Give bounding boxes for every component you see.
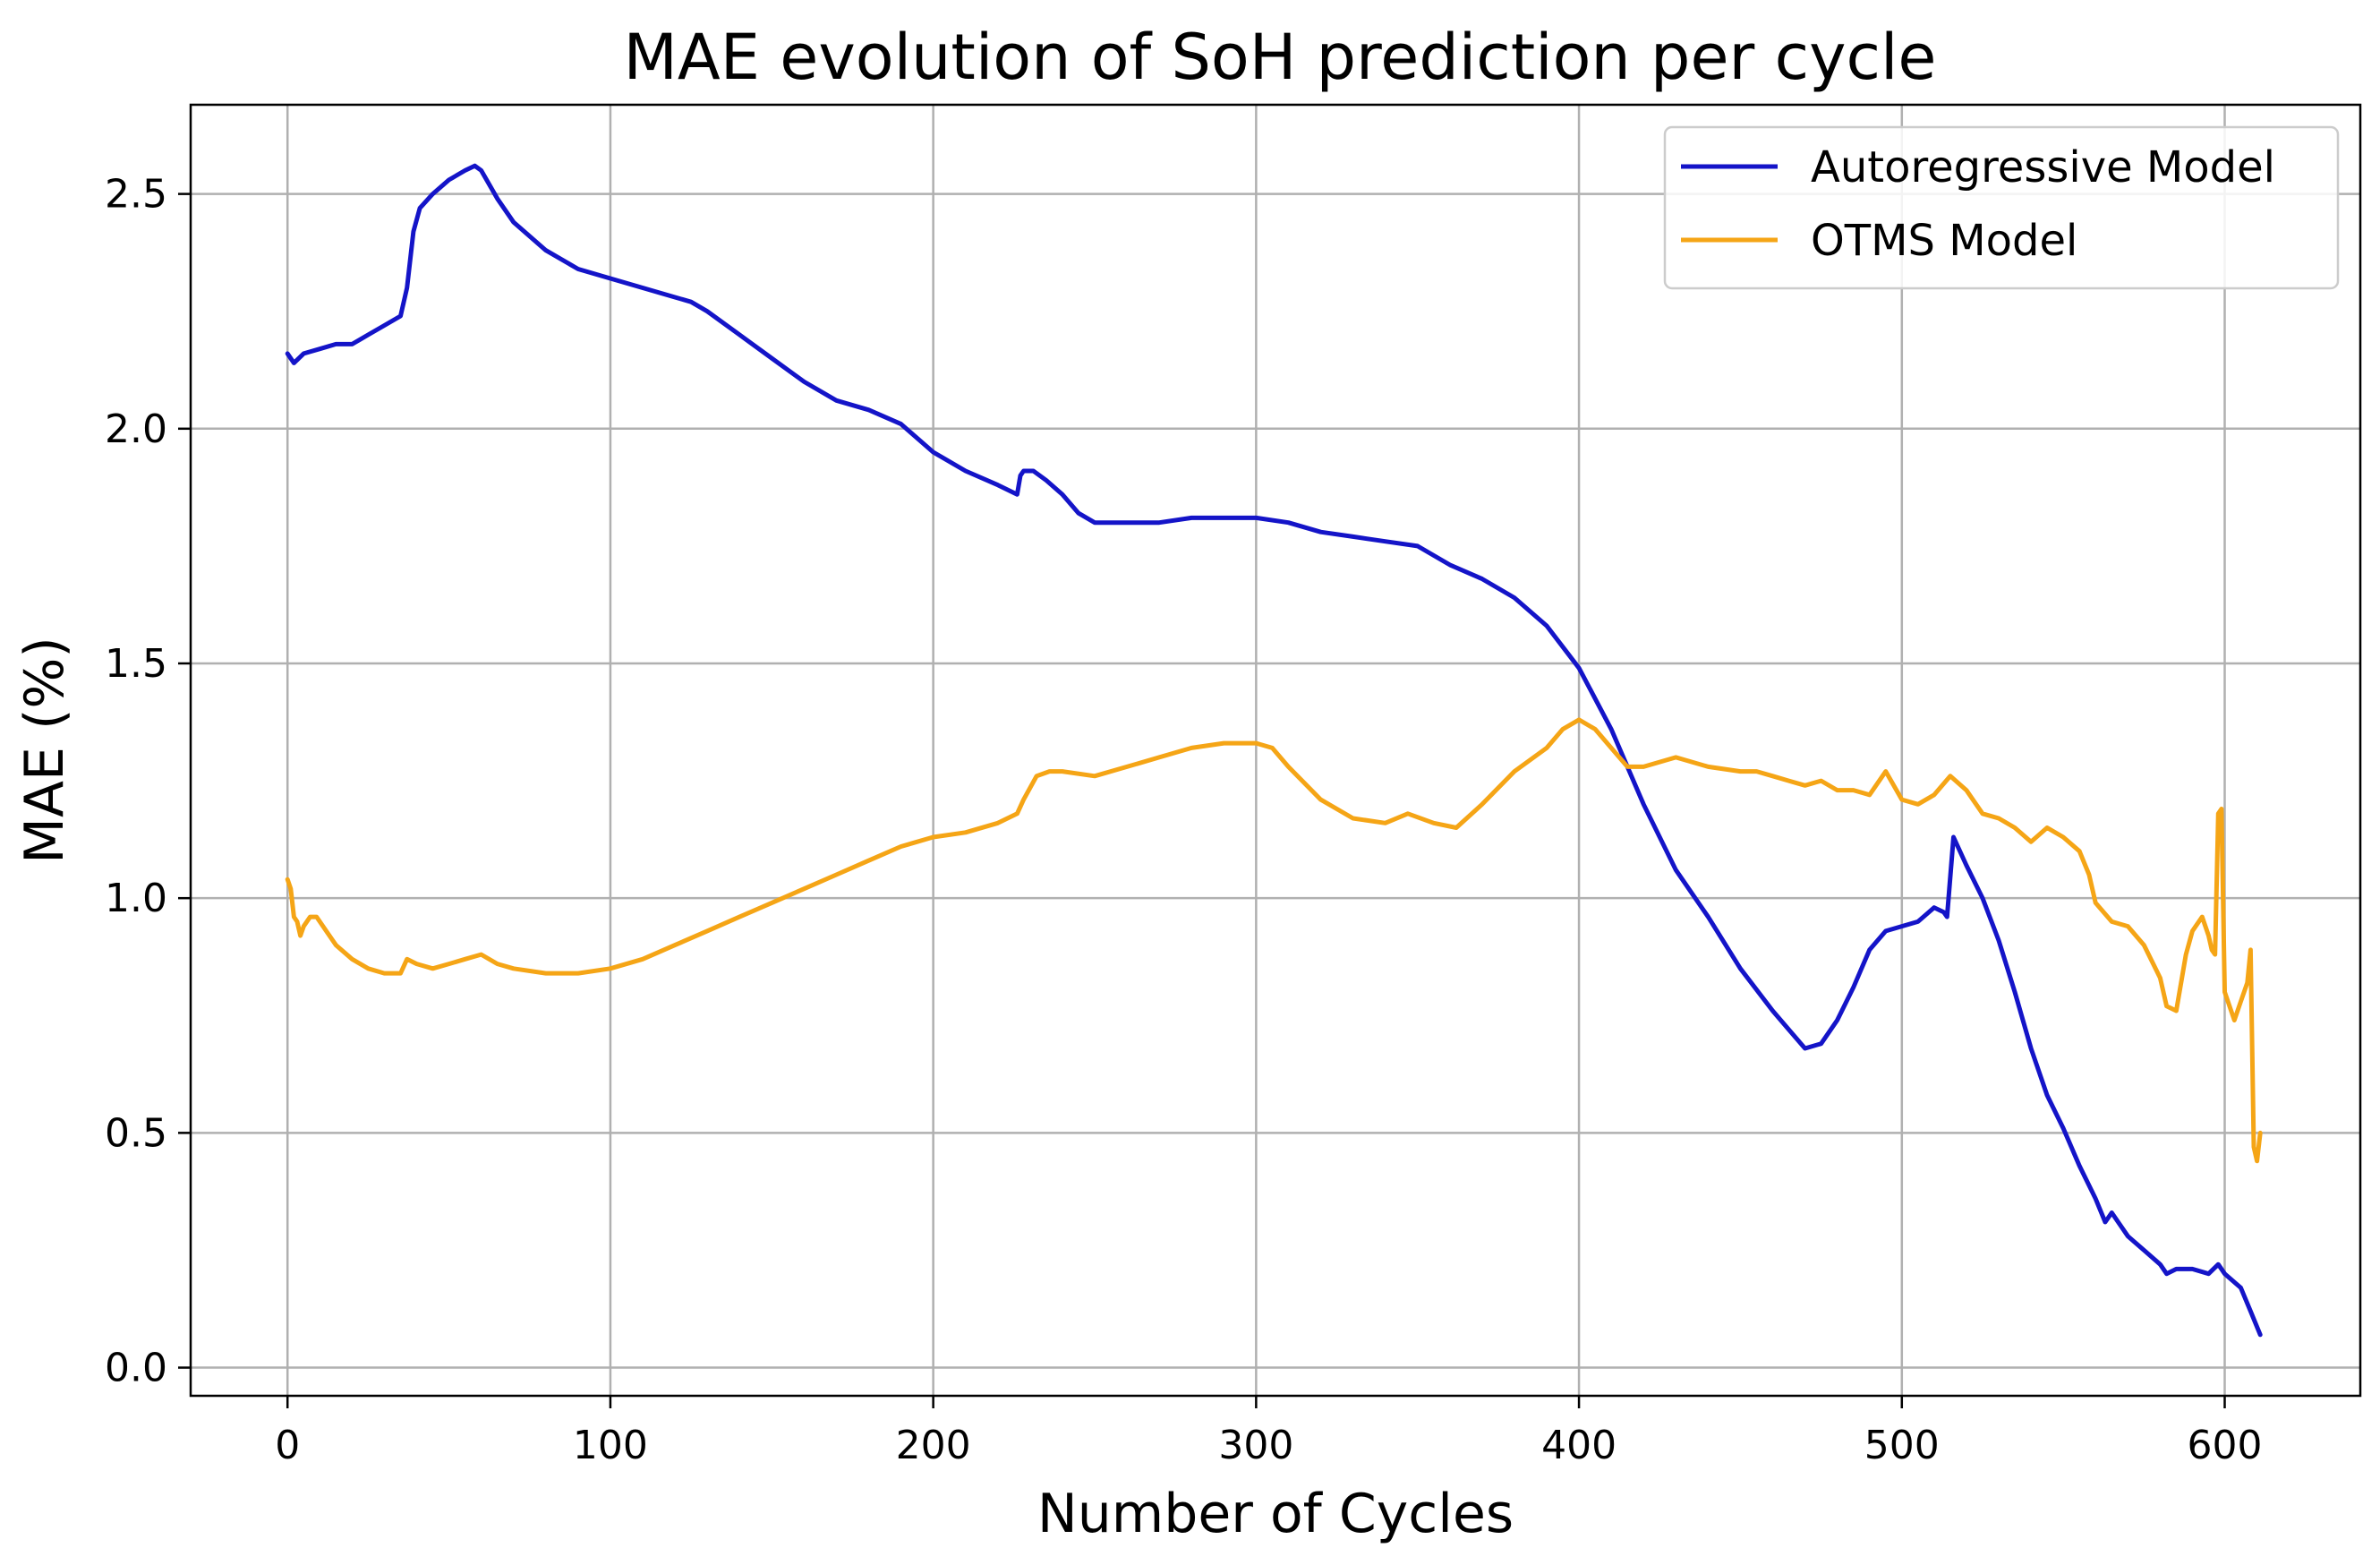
y-tick-label: 0.0: [105, 1346, 167, 1391]
y-axis-label: MAE (%): [13, 637, 76, 864]
x-tick-label: 600: [2188, 1423, 2263, 1468]
autoregressive-model-line: [285, 163, 2263, 1338]
legend-label-otms: OTMS Model: [1811, 216, 2077, 266]
y-tick-label: 1.0: [105, 876, 167, 921]
legend-box: [1663, 125, 2340, 290]
tick-layer: 0 100 200 300 400 500 600 0.0 0.5 1.0 1.5 2.0 2.5: [105, 172, 2262, 1468]
x-tick-label: 400: [1541, 1423, 1617, 1468]
x-axis-label: Number of Cycles: [1037, 1483, 1514, 1545]
x-tick-label: 0: [275, 1423, 300, 1468]
x-tick-label: 100: [573, 1423, 648, 1468]
plot-frame: [189, 103, 2362, 1398]
x-tick-label: 200: [896, 1423, 971, 1468]
legend-label-autoregressive: Autoregressive Model: [1811, 142, 2275, 192]
x-tick-label: 500: [1864, 1423, 1940, 1468]
y-tick-label: 0.5: [105, 1110, 167, 1156]
legend: Autoregressive Model OTMS Model: [1663, 125, 2340, 290]
x-tick-label: 300: [1218, 1423, 1293, 1468]
y-tick-label: 2.0: [105, 406, 167, 452]
chart-title: MAE evolution of SoH prediction per cycl…: [624, 21, 1937, 94]
series-layer: [285, 163, 2263, 1338]
y-tick-label: 2.5: [105, 172, 167, 218]
y-tick-label: 1.5: [105, 641, 167, 687]
otms-model-line: [285, 717, 2263, 1164]
